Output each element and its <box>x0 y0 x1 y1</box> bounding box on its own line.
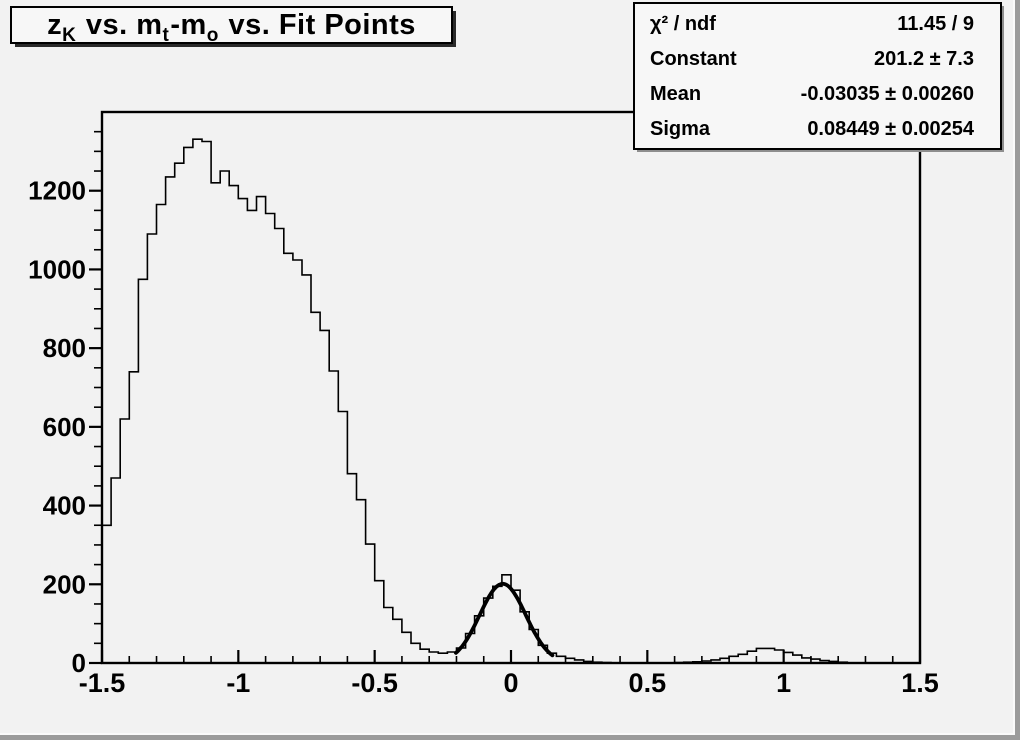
histogram-line[interactable] <box>101 138 920 664</box>
stat-value: 11.45 / 9 <box>897 13 974 35</box>
title-subscript: o <box>206 24 219 46</box>
fit-curve[interactable] <box>454 581 555 658</box>
y-axis-tick-label: 1000 <box>28 254 86 284</box>
stats-row: χ² / ndf 11.45 / 9 <box>635 7 1000 42</box>
x-axis-tick-label: -1 <box>226 668 250 698</box>
y-axis-tick-label: 800 <box>43 333 86 363</box>
y-axis-tick-label: 1200 <box>28 176 86 206</box>
y-axis-tick-label: 0 <box>72 648 86 678</box>
stats-row: Mean -0.03035 ± 0.00260 <box>635 77 1000 112</box>
stats-row: Sigma 0.08449 ± 0.00254 <box>635 112 1000 147</box>
y-axis-tick-label: 600 <box>43 412 86 442</box>
x-axis-tick-label: 1 <box>776 668 791 698</box>
stats-row: Constant 201.2 ± 7.3 <box>635 42 1000 77</box>
x-axis-tick-label: -1.5 <box>79 668 126 698</box>
plot-title: zK vs. mt-mo vs. Fit Points <box>47 8 416 46</box>
title-box[interactable]: zK vs. mt-mo vs. Fit Points <box>10 6 453 46</box>
title-subscript: t <box>162 24 170 46</box>
stats-box[interactable]: χ² / ndf 11.45 / 9 Constant 201.2 ± 7.3 Mean… <box>633 2 1002 150</box>
title-text-segment: vs. Fit Points <box>219 8 416 41</box>
y-axis-tick-label: 200 <box>43 569 86 599</box>
title-text-segment: vs. m <box>77 8 163 41</box>
title-subscript: K <box>62 24 77 46</box>
x-axis-tick-label: -0.5 <box>351 668 398 698</box>
stat-label: Constant <box>650 48 737 70</box>
y-axis-tick-label: 400 <box>43 491 86 521</box>
stat-label: χ² / ndf <box>650 13 716 35</box>
x-axis-tick-label: 0.5 <box>629 668 667 698</box>
x-axis-tick-label: 1.5 <box>901 668 939 698</box>
title-text-segment: z <box>47 8 63 41</box>
stat-label: Mean <box>650 83 702 105</box>
stat-value: -0.03035 ± 0.00260 <box>800 83 974 105</box>
stat-value: 201.2 ± 7.3 <box>874 48 974 70</box>
stats-rows: χ² / ndf 11.45 / 9 Constant 201.2 ± 7.3 Mean… <box>635 7 1000 147</box>
title-text-segment: -m <box>170 8 207 41</box>
stat-value: 0.08449 ± 0.00254 <box>807 118 974 140</box>
x-axis-tick-label: 0 <box>503 668 518 698</box>
stat-label: Sigma <box>650 118 711 140</box>
